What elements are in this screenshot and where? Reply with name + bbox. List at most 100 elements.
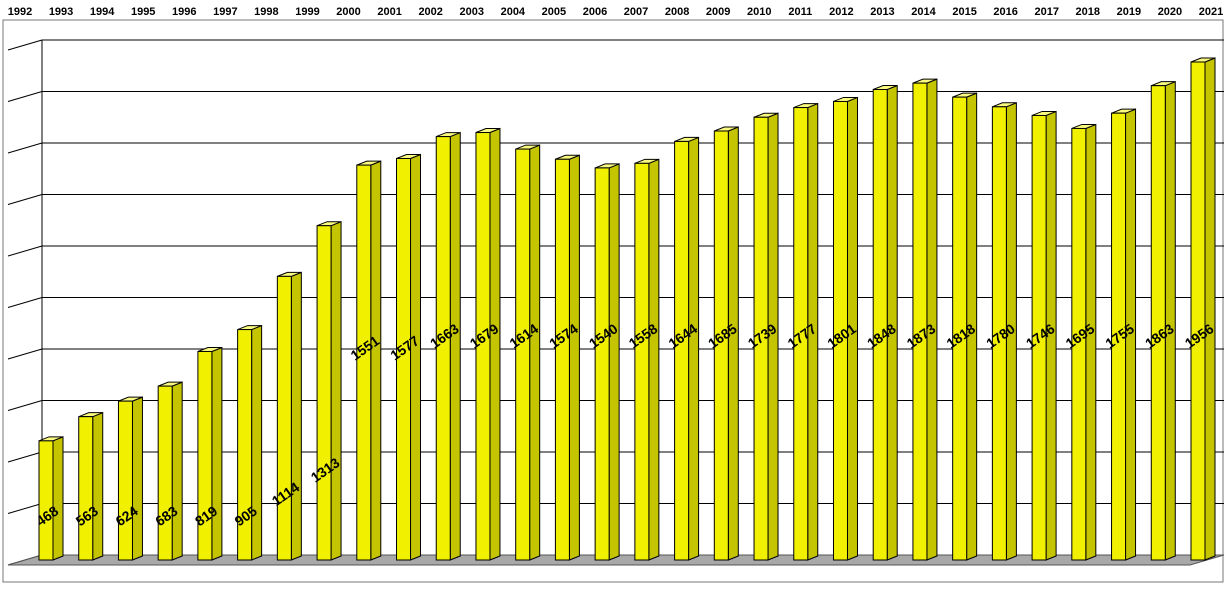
bar xyxy=(276,271,302,561)
bar-side xyxy=(926,78,938,561)
x-tick-label: 1997 xyxy=(213,6,237,18)
bar-front xyxy=(674,140,690,561)
x-tick-label: 2020 xyxy=(1158,6,1182,18)
x-tick-label: 2018 xyxy=(1076,6,1100,18)
bar xyxy=(396,153,422,561)
bar xyxy=(316,220,342,561)
gridline-edge xyxy=(7,194,43,205)
bar xyxy=(515,144,541,561)
bar xyxy=(713,126,739,561)
bar xyxy=(634,158,660,561)
bar-front xyxy=(872,88,888,561)
bar-side xyxy=(410,153,422,561)
bar xyxy=(832,96,858,561)
x-tick-label: 2012 xyxy=(829,6,853,18)
bar-side xyxy=(251,324,263,561)
bar-front xyxy=(157,385,173,561)
bar-front xyxy=(316,225,332,561)
bar-side xyxy=(449,131,461,561)
x-tick-label: 2004 xyxy=(501,6,526,18)
bar xyxy=(674,136,700,561)
bar-side xyxy=(92,411,104,561)
bar xyxy=(237,324,263,561)
x-tick-label: 2014 xyxy=(911,6,936,18)
bar-front xyxy=(832,100,848,561)
bar xyxy=(117,396,143,561)
x-tick-label: 2007 xyxy=(624,6,648,18)
bar-side xyxy=(608,163,620,561)
bar xyxy=(78,411,104,561)
x-tick-label: 2015 xyxy=(952,6,976,18)
bar xyxy=(475,127,501,561)
gridline-edge xyxy=(7,245,43,257)
x-tick-label: 2013 xyxy=(870,6,894,18)
bar-front xyxy=(38,440,54,561)
bar-front xyxy=(1071,127,1087,561)
bar-front xyxy=(475,132,491,561)
x-tick-label: 2001 xyxy=(377,6,401,18)
bar-front xyxy=(515,148,531,561)
bar xyxy=(1071,123,1097,561)
x-axis: 1992 1993 1994 1995 1996 1997 1998 1999 2000 2001… xyxy=(8,6,1223,18)
x-tick-label: 2006 xyxy=(583,6,607,18)
bar xyxy=(197,346,223,561)
bar-front xyxy=(356,164,372,561)
bar-front xyxy=(435,136,451,561)
bar xyxy=(594,163,620,561)
bar-side xyxy=(330,220,342,561)
bar xyxy=(356,160,382,561)
bar-side xyxy=(688,136,700,561)
bar xyxy=(1031,110,1057,561)
bar-front xyxy=(793,107,809,561)
bar-side xyxy=(489,127,501,561)
gridline-edge xyxy=(7,39,43,51)
bar xyxy=(38,436,64,561)
bar-side xyxy=(1085,123,1097,561)
bar-front xyxy=(1190,61,1206,561)
bar-front xyxy=(237,329,253,561)
bar-side xyxy=(529,144,541,561)
bar xyxy=(1111,108,1137,561)
bar-front xyxy=(1150,85,1166,561)
gridline-edge xyxy=(7,348,43,360)
x-tick-label: 2003 xyxy=(460,6,484,18)
x-tick-label: 1999 xyxy=(295,6,319,18)
gridline-edge xyxy=(7,503,43,514)
x-tick-label: 1994 xyxy=(90,6,115,18)
bar-side xyxy=(171,381,183,561)
bar-side xyxy=(370,160,382,561)
bar-side xyxy=(1204,57,1216,561)
bar-side xyxy=(290,271,302,561)
x-tick-label: 1995 xyxy=(131,6,155,18)
bar xyxy=(1150,80,1176,561)
bar xyxy=(753,112,779,561)
x-tick-label: 1998 xyxy=(254,6,278,18)
bar-side xyxy=(727,126,739,561)
bar-front xyxy=(396,157,412,561)
bar-front xyxy=(991,106,1007,561)
x-tick-label: 1996 xyxy=(172,6,196,18)
bar-front xyxy=(634,162,650,561)
x-tick-label: 2010 xyxy=(747,6,771,18)
bar-front xyxy=(594,167,610,561)
x-tick-label: 2002 xyxy=(418,6,442,18)
bar-front xyxy=(197,350,213,561)
gridline-edge xyxy=(7,400,43,411)
x-tick-label: 2011 xyxy=(788,6,812,18)
x-tick-label: 1993 xyxy=(49,6,73,18)
bar xyxy=(435,131,461,561)
bar xyxy=(952,92,978,561)
bar-side xyxy=(568,154,580,561)
bar xyxy=(1190,57,1216,561)
bar xyxy=(912,78,938,561)
bar xyxy=(554,154,580,561)
bar-front xyxy=(1031,114,1047,561)
bar-side xyxy=(648,158,660,561)
x-tick-label: 2016 xyxy=(993,6,1017,18)
bar xyxy=(872,84,898,561)
gridline-edge xyxy=(7,142,43,154)
x-tick-label: 2008 xyxy=(665,6,689,18)
bar-side xyxy=(52,436,64,561)
x-tick-label: 2009 xyxy=(706,6,730,18)
